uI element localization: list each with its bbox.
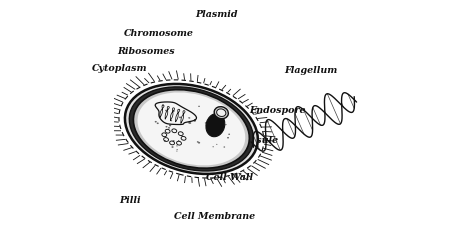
Ellipse shape — [189, 117, 191, 119]
Ellipse shape — [165, 126, 167, 127]
Ellipse shape — [172, 146, 173, 148]
Ellipse shape — [214, 107, 228, 119]
Ellipse shape — [206, 114, 225, 137]
Ellipse shape — [194, 120, 196, 122]
Ellipse shape — [173, 140, 174, 142]
Ellipse shape — [215, 125, 217, 126]
Ellipse shape — [162, 104, 164, 106]
Ellipse shape — [227, 137, 229, 139]
Ellipse shape — [189, 122, 191, 124]
Ellipse shape — [125, 84, 258, 174]
Ellipse shape — [157, 123, 159, 124]
Ellipse shape — [133, 90, 249, 168]
Ellipse shape — [188, 117, 190, 118]
Text: Endospore: Endospore — [249, 106, 306, 115]
Ellipse shape — [170, 120, 172, 121]
Ellipse shape — [223, 146, 225, 148]
Ellipse shape — [176, 151, 177, 152]
Ellipse shape — [188, 122, 190, 124]
Ellipse shape — [210, 127, 211, 128]
Ellipse shape — [129, 87, 254, 171]
Text: Capsule: Capsule — [237, 135, 279, 145]
Ellipse shape — [225, 124, 227, 125]
Ellipse shape — [173, 110, 175, 112]
Text: Cytoplasm: Cytoplasm — [92, 64, 147, 73]
Ellipse shape — [179, 117, 181, 118]
Ellipse shape — [228, 134, 230, 135]
Text: Flagellum: Flagellum — [284, 66, 337, 75]
Ellipse shape — [176, 149, 178, 150]
Text: Plasmid: Plasmid — [195, 10, 237, 19]
Ellipse shape — [210, 118, 212, 120]
Ellipse shape — [198, 142, 200, 144]
Ellipse shape — [198, 106, 200, 107]
Ellipse shape — [217, 109, 226, 117]
Ellipse shape — [197, 141, 199, 143]
Ellipse shape — [164, 140, 166, 142]
Ellipse shape — [178, 140, 179, 141]
Text: Ribosomes: Ribosomes — [117, 47, 174, 56]
Ellipse shape — [165, 110, 167, 111]
Ellipse shape — [169, 125, 171, 126]
Ellipse shape — [216, 144, 218, 145]
Ellipse shape — [137, 93, 245, 165]
Ellipse shape — [168, 127, 170, 129]
Ellipse shape — [212, 146, 214, 147]
Text: Chromosome: Chromosome — [124, 30, 194, 38]
Text: Cell Membrane: Cell Membrane — [174, 212, 255, 221]
Ellipse shape — [155, 121, 157, 123]
Text: Cell Wall: Cell Wall — [206, 173, 253, 182]
Ellipse shape — [205, 122, 207, 124]
Ellipse shape — [176, 145, 178, 147]
Text: Pilli: Pilli — [119, 196, 140, 205]
